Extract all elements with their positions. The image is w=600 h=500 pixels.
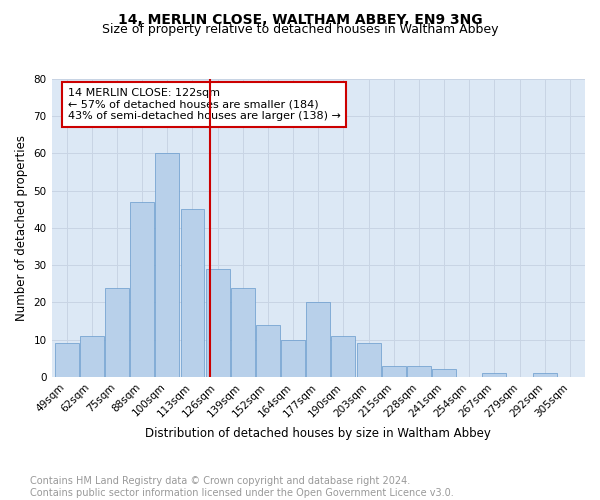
Bar: [407, 366, 431, 377]
Text: 14, MERLIN CLOSE, WALTHAM ABBEY, EN9 3NG: 14, MERLIN CLOSE, WALTHAM ABBEY, EN9 3NG: [118, 12, 482, 26]
Bar: [181, 210, 205, 377]
X-axis label: Distribution of detached houses by size in Waltham Abbey: Distribution of detached houses by size …: [145, 427, 491, 440]
Bar: [356, 344, 380, 377]
Y-axis label: Number of detached properties: Number of detached properties: [15, 135, 28, 321]
Bar: [307, 302, 330, 377]
Bar: [155, 154, 179, 377]
Text: 14 MERLIN CLOSE: 122sqm
← 57% of detached houses are smaller (184)
43% of semi-d: 14 MERLIN CLOSE: 122sqm ← 57% of detache…: [68, 88, 340, 121]
Bar: [55, 344, 79, 377]
Text: Contains HM Land Registry data © Crown copyright and database right 2024.
Contai: Contains HM Land Registry data © Crown c…: [30, 476, 454, 498]
Bar: [130, 202, 154, 377]
Bar: [533, 373, 557, 377]
Bar: [105, 288, 129, 377]
Bar: [482, 373, 506, 377]
Bar: [231, 288, 255, 377]
Bar: [432, 370, 456, 377]
Bar: [382, 366, 406, 377]
Bar: [206, 269, 230, 377]
Bar: [281, 340, 305, 377]
Text: Size of property relative to detached houses in Waltham Abbey: Size of property relative to detached ho…: [102, 22, 498, 36]
Bar: [256, 325, 280, 377]
Bar: [80, 336, 104, 377]
Bar: [331, 336, 355, 377]
